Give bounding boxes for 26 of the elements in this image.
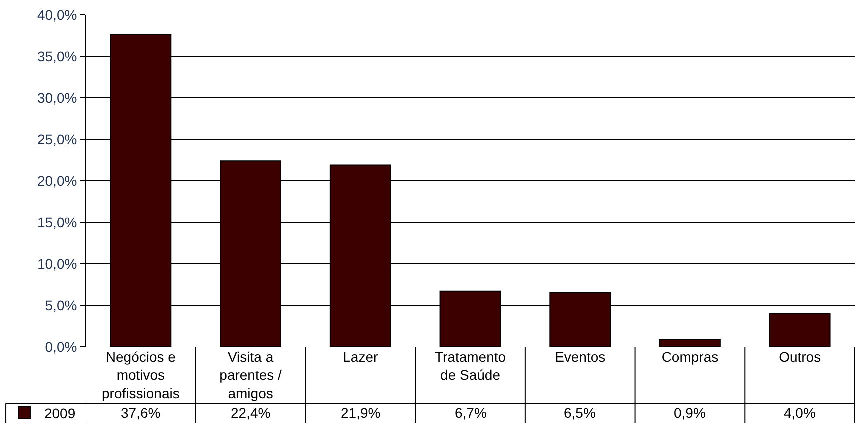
- y-tick-label: 20,0%: [37, 172, 78, 189]
- data-label: 21,9%: [341, 405, 381, 421]
- x-tick-label: Outros: [779, 349, 822, 365]
- x-tick-label: Tratamento de Saúde: [434, 349, 506, 384]
- y-tick-label: 25,0%: [37, 131, 78, 148]
- x-tick-label: Negócios e motivos profissionais: [102, 349, 180, 402]
- data-label: 0,9%: [674, 405, 706, 421]
- y-tick-label: 0,0%: [45, 338, 78, 355]
- x-tick-label: Compras: [662, 349, 719, 365]
- y-tick-label: 15,0%: [37, 214, 78, 230]
- y-tick-label: 40,0%: [37, 6, 78, 23]
- bar: [660, 339, 721, 347]
- y-tick-label: 10,0%: [37, 256, 78, 272]
- y-tick-label: 5,0%: [45, 297, 78, 314]
- data-label: 6,5%: [564, 405, 596, 421]
- data-label: 37,6%: [121, 405, 161, 421]
- x-tick-label: Lazer: [343, 349, 378, 365]
- y-tick-label: 35,0%: [37, 48, 78, 64]
- data-label: 4,0%: [784, 405, 816, 421]
- y-tick-label: 30,0%: [37, 90, 78, 106]
- legend-label: 2009: [44, 405, 76, 422]
- data-label: 6,7%: [455, 405, 487, 421]
- x-tick-label: Visita a parentes / amigos: [220, 349, 282, 402]
- x-tick-label: Eventos: [555, 349, 606, 365]
- bar: [769, 313, 831, 347]
- data-label: 22,4%: [231, 405, 271, 421]
